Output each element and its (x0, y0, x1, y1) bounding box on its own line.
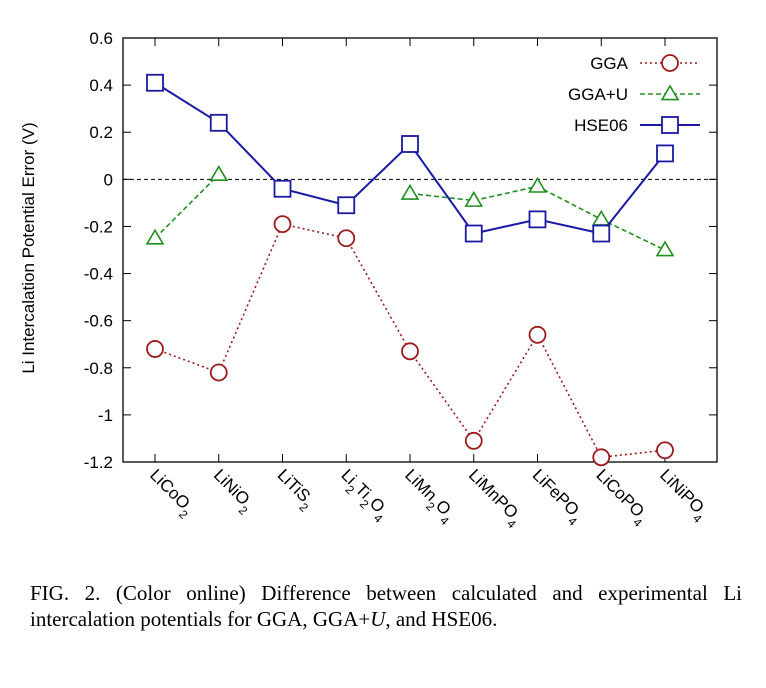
legend-marker-gga-u (660, 84, 680, 101)
data-point-gga (656, 441, 674, 460)
x-category-label: LiMn2O4 (397, 465, 460, 528)
legend: GGA GGA+U HSE06 (568, 54, 700, 135)
series-gga (146, 215, 674, 467)
x-category-label: LiTiS2 (269, 465, 319, 515)
legend-marker-gga (661, 54, 679, 72)
data-point-gga (464, 431, 483, 450)
y-tick-label: -1.2 (84, 453, 113, 472)
y-axis: 0.6 0.4 0.2 0 -0.2 -0.4 -0.6 -0.8 -1 -1.2 (84, 29, 717, 472)
data-point-gga (273, 215, 292, 233)
x-category-label: LiNiPO4 (652, 465, 713, 526)
x-category-label: LiMnPO4 (461, 465, 527, 531)
data-point-hse06 (209, 113, 228, 132)
series-line-hse06 (154, 81, 666, 235)
series-line-gga (154, 223, 666, 459)
series-hse06 (146, 73, 674, 243)
caption-italic: U (370, 607, 386, 631)
y-tick-label: -0.6 (84, 312, 113, 331)
data-point-hse06 (464, 224, 483, 243)
data-point-gga (209, 363, 228, 382)
data-point-gga-u (655, 240, 675, 257)
y-tick-label: 0.2 (89, 123, 113, 142)
legend-label-hse06: HSE06 (574, 116, 628, 135)
data-point-gga (592, 448, 611, 467)
plot-frame (122, 37, 718, 463)
data-point-gga (337, 229, 356, 248)
data-point-gga-u (209, 165, 229, 182)
data-point-gga-u (464, 190, 484, 207)
data-point-gga-u (400, 183, 420, 200)
x-category-label: Li2Ti2O4 (333, 465, 393, 525)
y-tick-label: -0.8 (84, 359, 113, 378)
data-point-hse06 (337, 196, 356, 215)
data-point-hse06 (592, 224, 611, 243)
figure-caption: FIG. 2. (Color online) Difference betwee… (30, 580, 742, 632)
data-point-gga-u (528, 176, 547, 193)
legend-marker-hse06 (661, 116, 679, 134)
y-tick-label: -0.2 (84, 217, 113, 236)
data-point-hse06 (656, 144, 674, 163)
y-tick-label: 0 (104, 170, 113, 189)
x-category-label: LiNiO2 (206, 465, 259, 518)
y-tick-label: -0.4 (84, 265, 113, 284)
y-tick-label: 0.6 (89, 29, 113, 48)
data-point-gga (401, 342, 419, 361)
series-layer (145, 73, 675, 467)
data-point-hse06 (146, 73, 164, 92)
data-point-hse06 (528, 210, 547, 229)
data-point-gga-u (591, 209, 611, 226)
y-axis-label: Li Intercalation Potential Error (V) (19, 122, 38, 373)
data-point-hse06 (273, 179, 292, 198)
legend-label-gga: GGA (590, 54, 628, 73)
data-point-gga-u (145, 228, 165, 245)
x-category-label: LiFePO4 (524, 465, 587, 528)
data-point-gga (146, 340, 164, 358)
caption-text: FIG. 2. (Color online) Difference betwee… (30, 581, 742, 631)
legend-label-gga-u: GGA+U (568, 85, 628, 104)
y-tick-label: -1 (98, 406, 113, 425)
caption-tail: , and HSE06. (385, 607, 498, 631)
x-category-label: LiCoO2 (142, 465, 199, 522)
y-tick-label: 0.4 (89, 76, 113, 95)
plot-border (122, 37, 718, 463)
series-gga-u (145, 165, 675, 257)
x-category-label: LiCoPO4 (588, 465, 653, 530)
data-point-hse06 (401, 135, 419, 153)
data-point-gga (528, 325, 547, 344)
